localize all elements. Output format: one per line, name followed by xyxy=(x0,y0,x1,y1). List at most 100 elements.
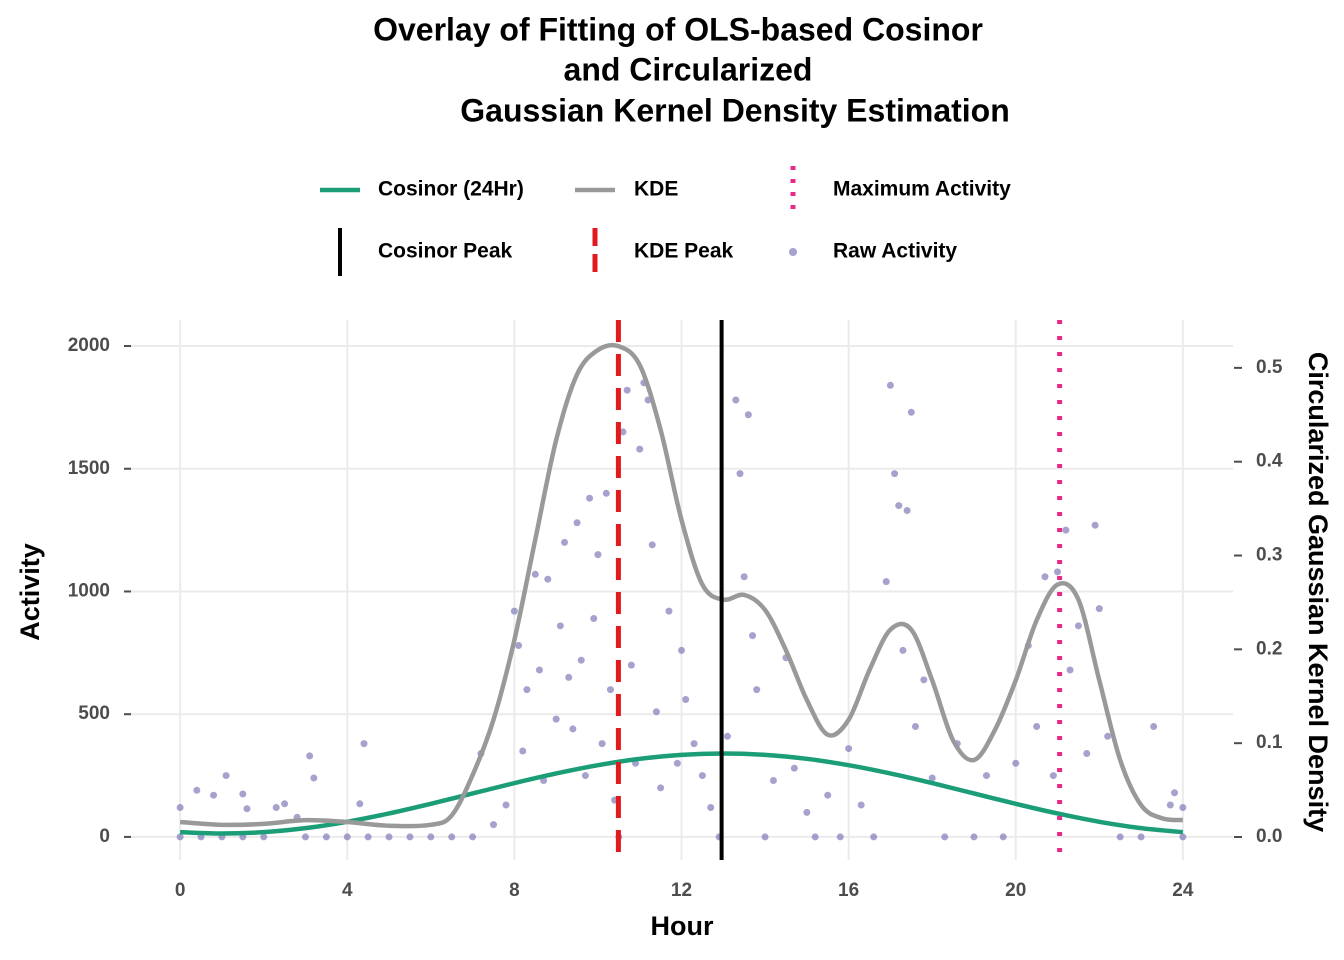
data-point xyxy=(857,801,865,809)
data-point xyxy=(903,506,911,514)
data-point xyxy=(260,833,268,841)
legend-swatch xyxy=(789,248,797,256)
data-point xyxy=(598,740,606,748)
data-point xyxy=(1041,573,1049,581)
data-point xyxy=(385,833,393,841)
data-point xyxy=(1104,732,1112,740)
data-point xyxy=(836,833,844,841)
data-point xyxy=(1171,789,1179,797)
legend-label: Cosinor Peak xyxy=(378,240,513,263)
y2-tick-label: 0.2 xyxy=(1256,638,1282,659)
y2-tick-label: 0.3 xyxy=(1256,545,1282,566)
data-point xyxy=(744,411,752,419)
data-point xyxy=(657,784,665,792)
data-point xyxy=(489,821,497,829)
data-point xyxy=(1012,759,1020,767)
data-point xyxy=(602,489,610,497)
data-point xyxy=(469,833,477,841)
y-tick-label: 500 xyxy=(78,703,110,724)
data-point xyxy=(176,803,184,811)
data-point xyxy=(736,470,744,478)
data-point xyxy=(1074,622,1082,630)
data-point xyxy=(690,740,698,748)
legend-label: KDE Peak xyxy=(634,240,734,263)
data-point xyxy=(886,381,894,389)
data-point xyxy=(769,776,777,784)
y-axis-title: Activity xyxy=(15,543,45,641)
data-point xyxy=(515,641,523,649)
data-point xyxy=(723,732,731,740)
data-point xyxy=(982,772,990,780)
data-point xyxy=(999,833,1007,841)
data-point xyxy=(569,725,577,733)
x-tick-label: 20 xyxy=(1005,880,1026,901)
data-point xyxy=(845,745,853,753)
data-point xyxy=(824,791,832,799)
data-point xyxy=(243,805,251,813)
data-point xyxy=(899,646,907,654)
data-point xyxy=(193,786,201,794)
data-point xyxy=(732,396,740,404)
data-point xyxy=(627,661,635,669)
data-point xyxy=(561,538,569,546)
x-tick-label: 12 xyxy=(671,880,692,901)
data-point xyxy=(1091,521,1099,529)
data-point xyxy=(1166,801,1174,809)
data-point xyxy=(970,833,978,841)
data-point xyxy=(707,803,715,811)
data-point xyxy=(673,759,681,767)
data-point xyxy=(1150,722,1158,730)
data-point xyxy=(1049,772,1057,780)
data-point xyxy=(544,575,552,583)
data-point xyxy=(870,833,878,841)
data-point xyxy=(586,494,594,502)
data-point xyxy=(1033,722,1041,730)
data-point xyxy=(556,622,564,630)
data-point xyxy=(272,803,280,811)
data-point xyxy=(581,772,589,780)
data-point xyxy=(753,686,761,694)
data-point xyxy=(636,445,644,453)
chart-title: and Circularized xyxy=(564,51,813,87)
data-point xyxy=(740,573,748,581)
legend-label: Raw Activity xyxy=(833,240,957,263)
data-point xyxy=(535,666,543,674)
data-point xyxy=(891,470,899,478)
y-tick-label: 0 xyxy=(99,826,110,847)
data-point xyxy=(682,695,690,703)
data-point xyxy=(678,646,685,654)
y2-tick-label: 0.1 xyxy=(1256,732,1283,753)
y2-axis-title: Circularized Gaussian Kernel Density xyxy=(1303,352,1333,832)
data-point xyxy=(310,774,318,782)
data-point xyxy=(606,686,614,694)
data-point xyxy=(322,833,330,841)
data-point xyxy=(176,833,184,841)
data-point xyxy=(665,607,673,615)
data-point xyxy=(364,833,372,841)
data-point xyxy=(920,676,928,684)
data-point xyxy=(1179,803,1187,811)
data-point xyxy=(531,570,539,578)
data-point xyxy=(749,632,757,640)
data-point xyxy=(427,833,435,841)
data-point xyxy=(1095,605,1103,613)
data-point xyxy=(406,833,414,841)
legend-label: Cosinor (24Hr) xyxy=(378,178,524,201)
data-point xyxy=(210,791,218,799)
data-point xyxy=(928,774,936,782)
y2-tick-label: 0.5 xyxy=(1256,357,1283,378)
data-point xyxy=(623,386,631,394)
data-point xyxy=(811,833,819,841)
data-point xyxy=(648,541,656,549)
data-point xyxy=(519,747,527,755)
data-point xyxy=(619,428,627,436)
data-point xyxy=(281,800,289,808)
legend-label: KDE xyxy=(634,178,678,201)
data-point xyxy=(907,408,915,416)
data-point xyxy=(502,801,510,809)
y-tick-label: 1000 xyxy=(68,580,110,601)
data-point xyxy=(803,808,811,816)
data-point xyxy=(510,607,518,615)
legend-label: Maximum Activity xyxy=(833,178,1011,201)
